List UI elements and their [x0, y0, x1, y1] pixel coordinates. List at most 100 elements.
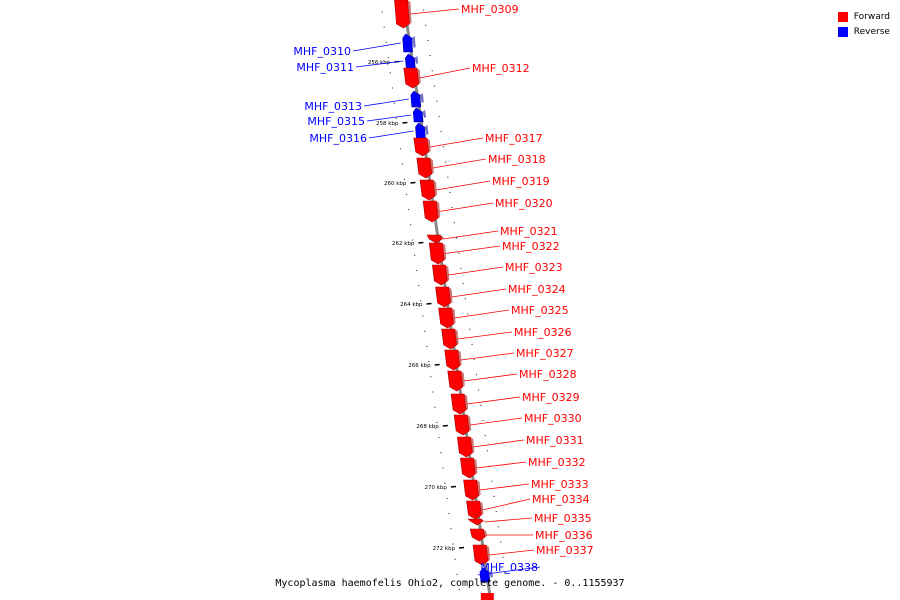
gene-label[interactable]: MHF_0309 [461, 3, 519, 16]
gene-mhf-0324[interactable] [435, 286, 453, 308]
gene-mhf-0322[interactable] [428, 242, 447, 265]
gene-mhf-0323[interactable] [432, 264, 450, 286]
gene-label[interactable]: MHF_0329 [522, 391, 580, 404]
gene-label[interactable]: MHF_0330 [524, 412, 582, 425]
gene-label[interactable]: MHF_0310 [293, 45, 351, 58]
gene-leader-line [463, 373, 518, 382]
gene-leader-line [429, 137, 484, 148]
kbp-label: 258 kbp [376, 121, 399, 127]
gene-label[interactable]: MHF_0322 [502, 240, 560, 253]
gene-label[interactable]: MHF_0316 [309, 132, 367, 145]
gene-label[interactable]: MHF_0313 [304, 100, 362, 113]
gene-label[interactable]: MHF_0333 [531, 478, 589, 491]
gene-shade [436, 201, 441, 218]
gene-mhf-0319[interactable] [419, 179, 438, 201]
gene-shade [411, 36, 416, 48]
gene-label[interactable]: MHF_0317 [485, 132, 543, 145]
gene-label[interactable]: MHF_0331 [526, 434, 584, 447]
gene-shade [486, 545, 491, 561]
kbp-label: 256 kbp [368, 60, 391, 66]
gene-mhf-0336[interactable] [469, 528, 488, 542]
gene-mhf-0317[interactable] [413, 137, 431, 157]
gene-mhf-0333[interactable] [463, 479, 481, 501]
kbp-label: 262 kbp [392, 241, 415, 247]
gene-label[interactable]: MHF_0324 [508, 283, 566, 296]
gene-mhf-0330[interactable] [453, 414, 472, 436]
gene-glyph [463, 479, 479, 501]
gene-label[interactable]: MHF_0325 [511, 304, 569, 317]
gene-mhf-0326[interactable] [441, 328, 459, 350]
gene-shade [476, 480, 481, 496]
gene-glyph [410, 90, 422, 108]
gene-mhf-0310[interactable] [402, 33, 416, 53]
gene-shade [467, 415, 472, 431]
gene-mhf-0327[interactable] [444, 349, 462, 371]
gene-mhf-0313[interactable] [410, 90, 424, 108]
gene-shade [440, 235, 445, 239]
gene-mhf-0315[interactable] [412, 107, 427, 123]
gene-mhf-0312[interactable] [403, 67, 421, 89]
gene-glyph [403, 67, 420, 89]
gene-mhf-0318[interactable] [416, 157, 434, 179]
gene-leader-line [477, 566, 541, 576]
gene-mhf-0320[interactable] [422, 200, 441, 223]
gene-leader-line [363, 98, 409, 107]
gene-shade [422, 110, 427, 118]
gene-leader-line [445, 245, 501, 254]
legend-item-forward[interactable]: Forward [837, 9, 890, 24]
gene-leader-line [460, 352, 515, 361]
gene-label[interactable]: MHF_0312 [472, 62, 530, 75]
gene-label[interactable]: MHF_0326 [514, 326, 572, 339]
gene-mhf-0335[interactable] [467, 518, 486, 526]
kbp-tick [418, 241, 424, 244]
gene-leader-line [457, 331, 513, 340]
gene-label[interactable]: MHF_0334 [532, 493, 590, 506]
gene-label[interactable]: MHF_0337 [536, 544, 594, 557]
gene-glyph [456, 436, 473, 458]
gene-leader-line [435, 180, 491, 191]
gene-label[interactable]: MHF_0315 [307, 115, 365, 128]
gene-leader-line [451, 288, 507, 298]
gene-leader-line [467, 396, 521, 405]
gene-label[interactable]: MHF_0323 [505, 261, 563, 274]
gene-label[interactable]: MHF_0320 [495, 197, 553, 210]
gene-mhf-0332[interactable] [460, 457, 478, 479]
gene-shade [479, 501, 484, 515]
gene-mhf-0334[interactable] [466, 500, 484, 520]
gene-label[interactable]: MHF_0332 [528, 456, 586, 469]
gene-label[interactable]: MHF_0338 [480, 561, 538, 574]
gene-label[interactable]: MHF_0327 [516, 347, 574, 360]
gene-label[interactable]: MHF_0336 [535, 529, 593, 542]
gene-mhf-0328[interactable] [447, 370, 465, 392]
gene-label[interactable]: MHF_0311 [296, 61, 354, 74]
gene-mhf-0309[interactable] [394, 0, 412, 29]
gene-leader-line [432, 158, 487, 169]
gene-mhf-0325[interactable] [438, 307, 456, 329]
kbp-tick [410, 181, 416, 184]
gene-label[interactable]: MHF_0318 [488, 153, 546, 166]
gene-glyph [438, 307, 454, 329]
gene-shade [460, 371, 465, 387]
gene-leader-line [454, 309, 510, 319]
gene-label[interactable]: MHF_0319 [492, 175, 550, 188]
legend-reverse-swatch [837, 26, 848, 37]
gene-mhf-0337[interactable] [472, 544, 491, 566]
gene-mhf-0311[interactable] [404, 53, 419, 69]
gene-glyph [404, 53, 416, 69]
gene-leader-line [419, 67, 471, 79]
gene-mhf-0329[interactable] [450, 393, 469, 415]
gene-label[interactable]: MHF_0335 [534, 512, 592, 525]
gene-mhf-0316[interactable] [415, 122, 429, 140]
gene-label[interactable]: MHF_0321 [500, 225, 558, 238]
gene-mhf-0331[interactable] [456, 436, 475, 458]
gene-glyph [422, 200, 439, 223]
legend-item-reverse[interactable]: Reverse [837, 24, 890, 39]
gene-mhf-0321[interactable] [426, 234, 445, 244]
gene-mhf-0338[interactable] [479, 567, 493, 583]
gene-shade [448, 287, 453, 303]
gene-leader-line [488, 549, 535, 556]
gene-glyph [419, 179, 436, 201]
gene-label[interactable]: MHF_0328 [519, 368, 577, 381]
gene-glyph [453, 414, 470, 436]
